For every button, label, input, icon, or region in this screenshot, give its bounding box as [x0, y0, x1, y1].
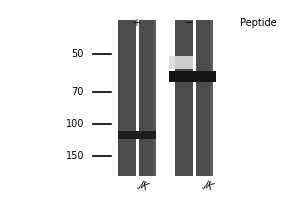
- Text: 50: 50: [72, 49, 84, 59]
- Text: −: −: [185, 18, 193, 28]
- Text: JK: JK: [202, 179, 215, 192]
- Text: Peptide: Peptide: [240, 18, 277, 28]
- Text: 150: 150: [65, 151, 84, 161]
- Text: 100: 100: [66, 119, 84, 129]
- Text: +: +: [133, 18, 140, 28]
- Text: JK: JK: [138, 179, 150, 192]
- Text: 70: 70: [72, 87, 84, 97]
